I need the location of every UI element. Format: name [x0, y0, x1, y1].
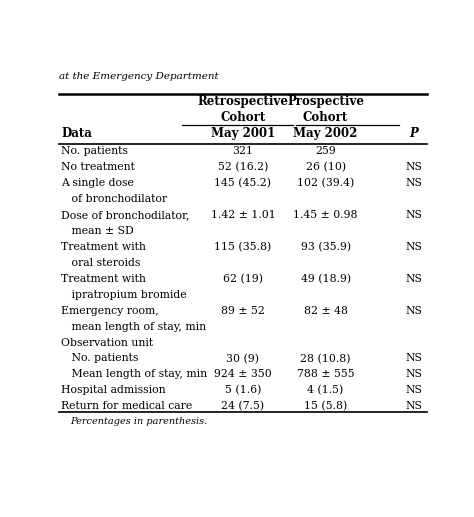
Text: 49 (18.9): 49 (18.9) — [301, 274, 351, 284]
Text: Dose of bronchodilator,: Dose of bronchodilator, — [61, 210, 190, 220]
Text: 62 (19): 62 (19) — [223, 274, 263, 284]
Text: 89 ± 52: 89 ± 52 — [221, 306, 265, 316]
Text: Percentages in parenthesis.: Percentages in parenthesis. — [70, 417, 208, 426]
Text: 4 (1.5): 4 (1.5) — [308, 385, 344, 396]
Text: A single dose: A single dose — [61, 178, 134, 188]
Text: No. patients: No. patients — [61, 354, 138, 363]
Text: 259: 259 — [315, 146, 336, 157]
Text: Data: Data — [61, 127, 92, 140]
Text: 102 (39.4): 102 (39.4) — [297, 178, 354, 189]
Text: 28 (10.8): 28 (10.8) — [301, 354, 351, 364]
Text: oral steroids: oral steroids — [61, 258, 140, 268]
Text: NS: NS — [405, 369, 422, 379]
Text: Treatment with: Treatment with — [61, 242, 146, 252]
Text: NS: NS — [405, 242, 422, 252]
Text: May 2001: May 2001 — [211, 127, 275, 140]
Text: NS: NS — [405, 178, 422, 188]
Text: 52 (16.2): 52 (16.2) — [218, 162, 268, 173]
Text: NS: NS — [405, 385, 422, 396]
Text: NS: NS — [405, 401, 422, 411]
Text: May 2002: May 2002 — [293, 127, 358, 140]
Text: Prospective: Prospective — [287, 96, 364, 109]
Text: 5 (1.6): 5 (1.6) — [225, 385, 261, 396]
Text: 82 ± 48: 82 ± 48 — [303, 306, 347, 316]
Text: Observation unit: Observation unit — [61, 338, 153, 347]
Text: 93 (35.9): 93 (35.9) — [301, 242, 351, 252]
Text: Cohort: Cohort — [303, 111, 348, 124]
Text: mean length of stay, min: mean length of stay, min — [61, 322, 206, 331]
Text: mean ± SD: mean ± SD — [61, 226, 134, 236]
Text: No treatment: No treatment — [61, 162, 135, 172]
Text: 321: 321 — [232, 146, 254, 157]
Text: No. patients: No. patients — [61, 146, 128, 157]
Text: NS: NS — [405, 210, 422, 220]
Text: 15 (5.8): 15 (5.8) — [304, 401, 347, 412]
Text: 1.45 ± 0.98: 1.45 ± 0.98 — [293, 210, 358, 220]
Text: Hospital admission: Hospital admission — [61, 385, 166, 396]
Text: at the Emergency Department: at the Emergency Department — [59, 72, 219, 81]
Text: NS: NS — [405, 306, 422, 316]
Text: Retrospective: Retrospective — [198, 96, 288, 109]
Text: 924 ± 350: 924 ± 350 — [214, 369, 272, 379]
Text: Emergency room,: Emergency room, — [61, 306, 159, 316]
Text: 1.42 ± 1.01: 1.42 ± 1.01 — [210, 210, 275, 220]
Text: 145 (45.2): 145 (45.2) — [214, 178, 272, 189]
Text: Treatment with: Treatment with — [61, 274, 146, 284]
Text: 26 (10): 26 (10) — [306, 162, 346, 173]
Text: Cohort: Cohort — [220, 111, 265, 124]
Text: P: P — [410, 127, 418, 140]
Text: Mean length of stay, min: Mean length of stay, min — [61, 369, 207, 379]
Text: ipratropium bromide: ipratropium bromide — [61, 290, 187, 300]
Text: 788 ± 555: 788 ± 555 — [297, 369, 355, 379]
Text: 24 (7.5): 24 (7.5) — [221, 401, 264, 412]
Text: NS: NS — [405, 354, 422, 363]
Text: 30 (9): 30 (9) — [227, 354, 259, 364]
Text: Return for medical care: Return for medical care — [61, 401, 192, 411]
Text: NS: NS — [405, 162, 422, 172]
Text: of bronchodilator: of bronchodilator — [61, 194, 167, 204]
Text: 115 (35.8): 115 (35.8) — [214, 242, 272, 252]
Text: NS: NS — [405, 274, 422, 284]
